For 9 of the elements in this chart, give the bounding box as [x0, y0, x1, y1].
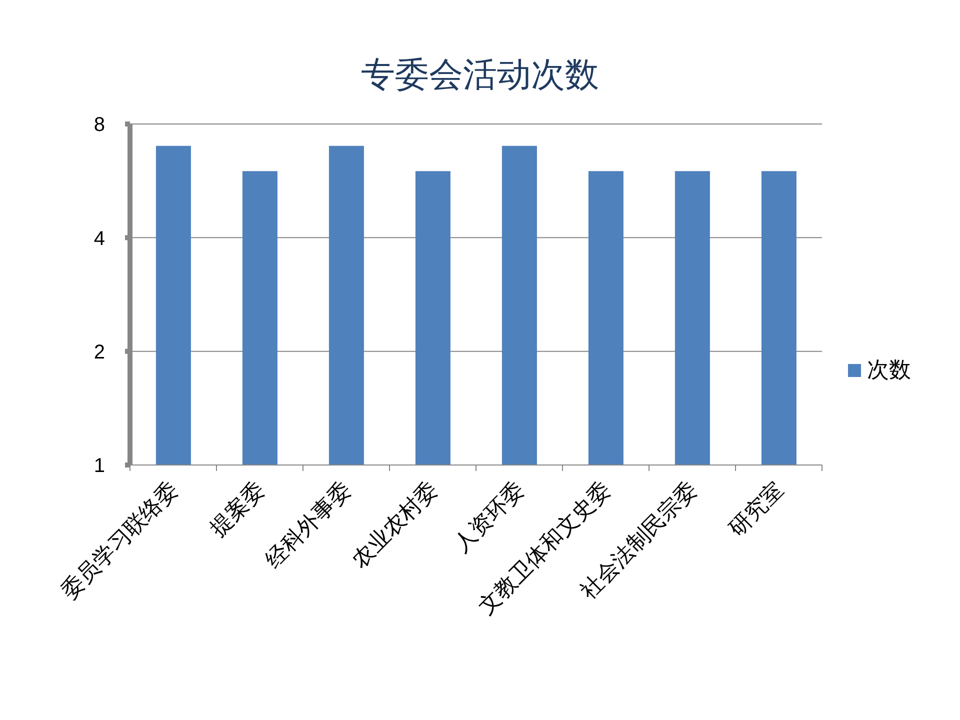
y-tick-label: 1: [94, 455, 105, 478]
x-tick-label: 委员学习联络委: [56, 476, 183, 604]
x-tick-label: 提案委: [204, 476, 270, 542]
y-tick-label: 4: [94, 228, 105, 250]
x-tick-label: 研究室: [724, 476, 788, 542]
chart-title: 专委会活动次数: [360, 55, 600, 96]
legend-label: 次数: [867, 356, 911, 384]
y-tick-label: 8: [94, 114, 105, 136]
y-tick-label: 2: [94, 341, 105, 364]
